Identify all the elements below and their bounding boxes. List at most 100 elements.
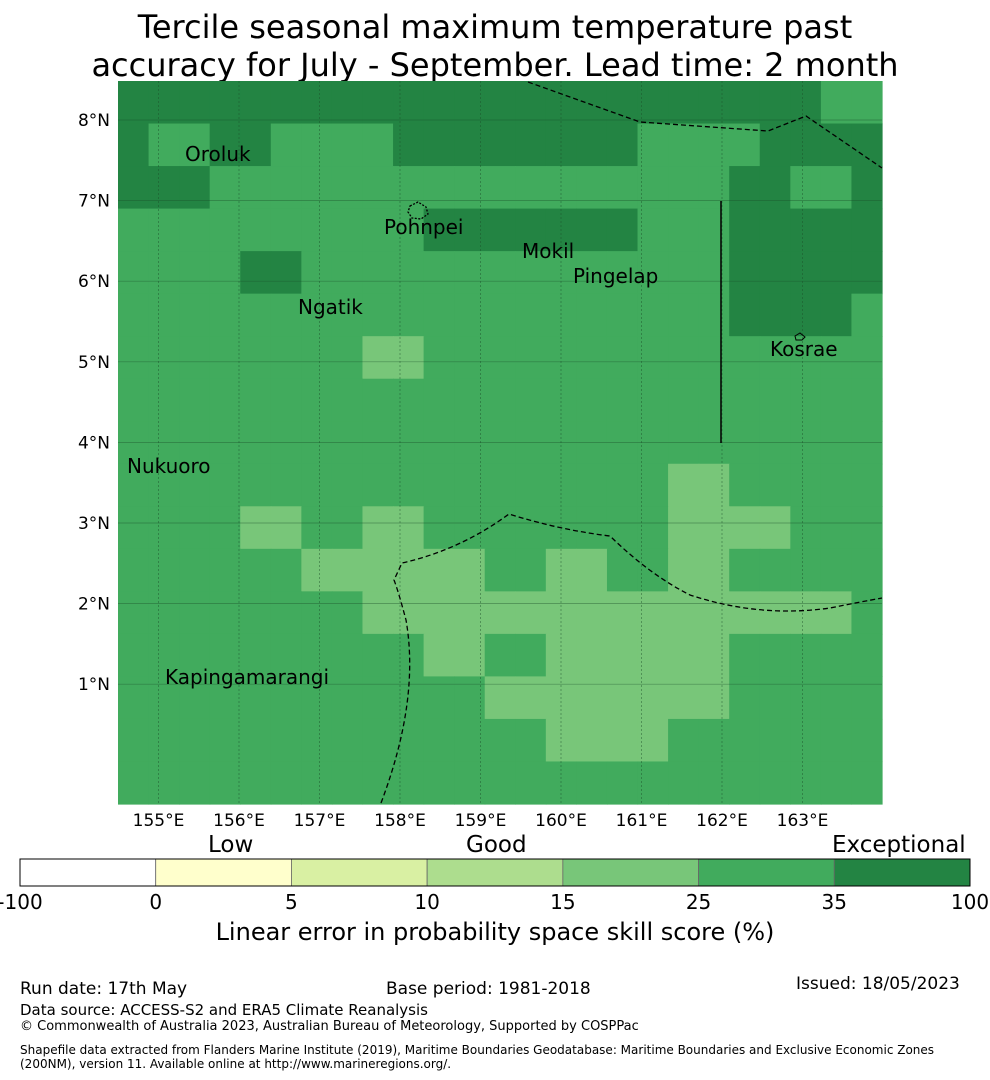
latitude-label: 5°N (78, 353, 110, 373)
grid-cell (545, 421, 577, 465)
grid-cell (301, 123, 333, 167)
grid-cell (668, 506, 700, 550)
grid-cell (790, 463, 822, 507)
grid-cell (637, 548, 669, 592)
grid-cell (118, 506, 150, 550)
grid-cell (545, 166, 577, 210)
grid-cell (240, 421, 272, 465)
grid-cell (209, 591, 241, 635)
grid-cell (118, 676, 150, 720)
data-source: Data source: ACCESS-S2 and ERA5 Climate … (20, 1001, 428, 1019)
grid-cell (637, 506, 669, 550)
grid-cell (148, 676, 180, 720)
grid-cell (301, 421, 333, 465)
grid-cell (454, 548, 486, 592)
latitude-label: 7°N (78, 192, 110, 212)
grid-cell (148, 548, 180, 592)
grid-cell (790, 718, 822, 763)
grid-cell (668, 421, 700, 465)
grid-cell (148, 463, 180, 507)
map-title-line-2: accuracy for July - September. Lead time… (91, 46, 899, 84)
grid-cell (393, 548, 425, 592)
grid-cell (606, 166, 639, 210)
grid-cell (515, 506, 547, 550)
grid-cell (148, 293, 180, 337)
grid-cell (118, 633, 150, 678)
grid-cell (790, 81, 822, 125)
grid-cell (301, 591, 333, 635)
latitude-label: 4°N (78, 433, 110, 453)
grid-cell (362, 761, 394, 805)
grid-cell (179, 166, 211, 210)
grid-cell (393, 251, 425, 295)
grid-cell (393, 421, 425, 465)
grid-cell (698, 166, 730, 210)
grid-cell (851, 761, 883, 805)
colorbar-segment (19, 858, 157, 887)
grid-cell (484, 208, 516, 252)
grid-cell (270, 761, 302, 805)
grid-cell (606, 378, 639, 422)
grid-cell (362, 591, 394, 635)
grid-cell (851, 463, 883, 507)
grid-cell (545, 633, 577, 678)
colorbar-segment (698, 858, 835, 887)
grid-cell (270, 208, 302, 252)
grid-cell (423, 421, 455, 465)
grid-cell (270, 676, 302, 720)
grid-cell (148, 378, 180, 422)
grid-cell (515, 421, 547, 465)
grid-cell (851, 548, 883, 592)
grid-cell (759, 293, 791, 337)
longitude-label: 156°E (213, 811, 265, 831)
grid-cell (331, 548, 364, 592)
grid-cell (301, 81, 333, 125)
grid-cell (851, 506, 883, 550)
grid-cell (454, 421, 486, 465)
grid-cell (393, 378, 425, 422)
grid-cell (209, 293, 241, 337)
grid-cell (240, 676, 272, 720)
grid-cell (454, 336, 486, 380)
grid-cell (179, 761, 211, 805)
grid-cell (545, 591, 577, 635)
grid-cell (209, 463, 241, 507)
grid-cell (637, 251, 669, 295)
grid-cell (820, 633, 853, 678)
grid-cell (393, 166, 425, 210)
grid-cell (179, 506, 211, 550)
colorbar-segment (562, 858, 699, 887)
grid-cell (362, 293, 394, 337)
grid-cell (790, 591, 822, 635)
grid-cell (393, 336, 425, 380)
grid-cell (851, 378, 883, 422)
grid-cell (270, 81, 302, 125)
grid-cell (484, 676, 516, 720)
copyright-notice: © Commonwealth of Australia 2023, Austra… (20, 1019, 639, 1034)
grid-cell (545, 463, 577, 507)
grid-cell (759, 676, 791, 720)
grid-cell (576, 81, 608, 125)
grid-cell (393, 463, 425, 507)
grid-cell (301, 166, 333, 210)
grid-cell (270, 548, 302, 592)
grid-cell (820, 591, 853, 635)
map-title-line-1: Tercile seasonal maximum temperature pas… (137, 8, 853, 46)
grid-cell (270, 633, 302, 678)
place-label: Ngatik (298, 295, 363, 319)
grid-cell (393, 718, 425, 763)
grid-cell (851, 123, 883, 167)
grid-cell (545, 336, 577, 380)
colorbar-tick-label: 25 (685, 890, 712, 914)
grid-cell (790, 676, 822, 720)
grid-cell (729, 208, 761, 252)
legend-word-good: Good (466, 832, 527, 858)
grid-cell (820, 208, 853, 252)
grid-cell (851, 251, 883, 295)
grid-cell (301, 251, 333, 295)
grid-cell (820, 378, 853, 422)
latitude-label: 6°N (78, 272, 110, 292)
grid-cell (118, 251, 150, 295)
grid-cell (759, 81, 791, 125)
grid-cell (606, 591, 639, 635)
